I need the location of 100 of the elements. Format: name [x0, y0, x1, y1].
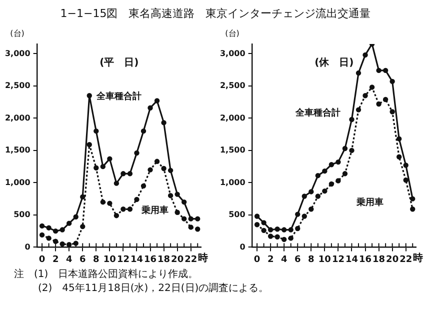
series-label: 全車種合計	[96, 91, 142, 102]
y-axis-title: (台)	[225, 29, 240, 38]
point	[195, 216, 200, 222]
point	[328, 181, 334, 187]
point	[376, 101, 382, 107]
point	[336, 178, 341, 184]
x-tick-label: 0	[254, 254, 260, 265]
point	[342, 146, 348, 152]
text: (平 日)	[100, 58, 139, 69]
y-tick-label: 2,500	[220, 81, 246, 90]
point	[410, 206, 416, 212]
point	[174, 210, 180, 215]
point	[168, 192, 174, 198]
point	[356, 107, 362, 112]
point	[410, 196, 416, 202]
point	[322, 188, 328, 194]
point	[322, 168, 328, 174]
series-label: 乗用車	[140, 204, 169, 216]
point	[382, 68, 388, 74]
point	[288, 236, 294, 241]
point	[148, 167, 153, 172]
point	[154, 98, 160, 104]
point	[66, 220, 72, 226]
point	[308, 206, 314, 212]
x-tick-label: 8	[93, 254, 100, 265]
point	[140, 183, 146, 189]
y-tick-label: 1,500	[220, 146, 246, 155]
x-tick-label: 18	[372, 254, 386, 265]
point	[86, 93, 92, 98]
x-tick-label: 2	[267, 254, 274, 265]
point	[376, 68, 382, 74]
y-tick-label: 1,000	[220, 178, 246, 187]
x-tick-label: 10	[103, 254, 116, 265]
x-tick-label: 6	[294, 254, 301, 265]
x-axis-title: 時	[198, 252, 208, 264]
point	[349, 116, 354, 122]
point	[148, 105, 153, 110]
y-tick-label: 3,000	[220, 48, 246, 58]
y-tick-label: 1,000	[4, 178, 31, 187]
point	[261, 220, 266, 226]
point	[254, 214, 260, 219]
point	[281, 227, 287, 232]
x-tick-label: 4	[66, 254, 72, 265]
x-tick-label: 2	[52, 254, 59, 265]
x-tick-label: 16	[359, 254, 372, 265]
point	[120, 171, 126, 176]
x-tick-label: 22	[184, 254, 198, 265]
series-label: 全車種合計	[294, 107, 340, 118]
point	[342, 171, 348, 176]
text: (休 日)	[314, 56, 354, 69]
x-tick-label: 12	[116, 254, 130, 265]
point	[134, 150, 140, 156]
point	[268, 227, 274, 232]
point	[107, 156, 112, 162]
x-tick-label: 4	[280, 254, 288, 265]
point	[281, 236, 287, 242]
y-tick-label: 0	[24, 242, 31, 252]
x-tick-label: 16	[144, 254, 157, 265]
point	[46, 236, 52, 241]
y-tick-label: 500	[14, 210, 31, 220]
point	[362, 93, 368, 98]
point	[349, 148, 354, 154]
point	[308, 189, 314, 194]
point	[288, 227, 294, 232]
point	[134, 196, 140, 202]
point	[86, 142, 92, 148]
text: (2) 45年11月18日(水)，22日(日)の調査による。	[37, 282, 270, 296]
point	[396, 136, 402, 142]
x-tick-label: 22	[400, 254, 412, 265]
point	[73, 214, 78, 220]
point	[195, 226, 200, 232]
point	[188, 224, 194, 230]
point	[302, 214, 307, 219]
point	[60, 227, 65, 232]
point	[390, 109, 395, 114]
point	[188, 216, 194, 222]
point	[274, 234, 280, 240]
point	[94, 128, 99, 134]
point	[295, 226, 300, 232]
point	[336, 159, 341, 165]
point	[114, 212, 120, 218]
point	[315, 194, 321, 199]
point	[362, 52, 368, 58]
x-tick-label: 6	[79, 254, 86, 265]
point	[39, 223, 45, 229]
x-axis-title: 時	[412, 252, 423, 264]
point	[315, 172, 321, 178]
point	[107, 200, 112, 206]
point	[94, 165, 99, 170]
point	[52, 238, 58, 244]
x-tick-label: 20	[171, 254, 184, 265]
y-axis-title: (台)	[10, 29, 24, 38]
point	[161, 166, 166, 172]
point	[328, 162, 334, 168]
point	[403, 178, 408, 183]
point	[390, 78, 395, 84]
point	[80, 224, 86, 230]
point	[396, 154, 402, 160]
point	[403, 162, 408, 168]
point	[302, 194, 307, 199]
